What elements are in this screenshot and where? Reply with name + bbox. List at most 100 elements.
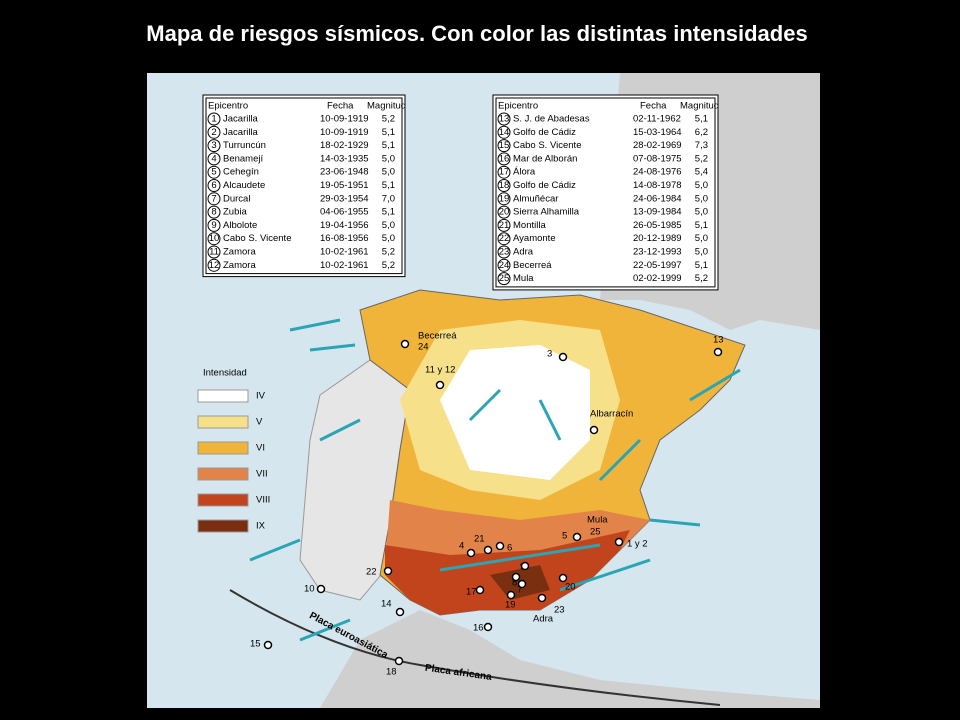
row-magnitude: 5,0 — [382, 153, 395, 164]
row-number-circle — [497, 179, 511, 192]
epicenter — [517, 579, 527, 589]
row-place: Ayamonte — [513, 233, 556, 244]
row-number: 7 — [211, 193, 216, 204]
row-magnitude: 5,1 — [382, 140, 395, 151]
column-header: Magnitud — [367, 101, 406, 112]
row-number: 12 — [209, 260, 220, 271]
legend-title: Intensidad — [203, 368, 247, 379]
map-label: 4 — [459, 541, 464, 552]
row-number-circle — [207, 112, 221, 126]
map-label: 6 — [507, 543, 512, 554]
epicenter — [263, 640, 273, 650]
row-number: 25 — [499, 273, 510, 284]
epicenter — [483, 545, 493, 555]
row-magnitude: 5,2 — [382, 114, 395, 125]
faults — [249, 318, 741, 642]
row-magnitude: 5,1 — [382, 180, 395, 191]
row-place: Cabo S. Vicente — [223, 233, 291, 244]
map-label: 8 — [512, 578, 517, 589]
epicenter — [383, 566, 393, 576]
row-magnitude: 5,0 — [695, 180, 708, 191]
row-date: 14-08-1978 — [633, 180, 682, 191]
row-number-circle — [207, 218, 221, 232]
row-number-circle — [497, 272, 511, 286]
row-date: 10-02-1961 — [320, 260, 369, 271]
row-magnitude: 5,2 — [695, 153, 708, 164]
row-number-circle — [497, 218, 511, 232]
row-date: 10-09-1919 — [320, 114, 369, 125]
row-number: 18 — [499, 180, 510, 191]
row-number-circle — [207, 139, 221, 153]
legend-label: VII — [256, 469, 268, 480]
row-place: Zubia — [223, 207, 247, 218]
row-date: 29-03-1954 — [320, 193, 369, 204]
map-label: 23 — [554, 605, 565, 616]
row-magnitude: 7,3 — [695, 140, 708, 151]
row-date: 04-06-1955 — [320, 207, 369, 218]
map-label: 16 — [473, 623, 484, 634]
legend-swatch — [197, 389, 249, 403]
row-number: 1 — [211, 114, 216, 125]
row-number: 3 — [211, 140, 216, 151]
epicenter — [475, 585, 485, 595]
row-place: Álora — [513, 167, 536, 178]
map-label: 15 — [250, 639, 261, 650]
epicenter — [520, 561, 530, 571]
row-magnitude: 5,1 — [695, 220, 708, 231]
row-magnitude: 7,0 — [382, 193, 395, 204]
row-date: 23-12-1993 — [633, 247, 682, 258]
map-label: 25 — [590, 527, 601, 538]
row-number: 11 — [209, 247, 219, 258]
row-number-circle — [207, 232, 221, 246]
row-magnitude: 6,2 — [695, 127, 708, 138]
column-header: Magnitud — [680, 101, 719, 112]
row-place: Alcaudete — [223, 180, 265, 191]
map-label: 5 — [562, 531, 567, 542]
row-place: Jacarilla — [223, 127, 259, 138]
map-label: 3 — [547, 349, 552, 360]
row-magnitude: 5,0 — [382, 220, 395, 231]
africa — [320, 610, 820, 708]
row-magnitude: 5,0 — [382, 167, 395, 178]
map-label: 10 — [304, 584, 315, 595]
row-date: 10-09-1919 — [320, 127, 369, 138]
epicenter — [316, 584, 326, 594]
epicenter — [713, 347, 723, 357]
column-header: Fecha — [640, 101, 667, 112]
map-label: 13 — [713, 335, 724, 346]
epicenter — [394, 656, 404, 666]
row-number-circle — [207, 205, 221, 219]
row-date: 14-03-1935 — [320, 153, 369, 164]
row-place: Almuñécar — [513, 193, 558, 204]
map-label: 24 — [418, 342, 429, 353]
epicenter — [572, 532, 582, 542]
legend-label: VI — [256, 443, 265, 454]
epicenter — [558, 573, 568, 583]
row-number-circle — [497, 245, 511, 259]
map-label: Becerreá — [418, 331, 457, 342]
plate-boundary — [229, 589, 721, 706]
row-place: Golfo de Cádiz — [513, 127, 576, 138]
row-number-circle — [497, 139, 511, 153]
row-date: 10-02-1961 — [320, 247, 369, 258]
row-place: Mar de Alborán — [513, 153, 577, 164]
row-number-circle — [207, 192, 221, 206]
table — [492, 94, 719, 291]
legend-label: IV — [256, 391, 266, 402]
epicenter — [483, 622, 493, 632]
row-magnitude: 5,1 — [382, 127, 395, 138]
epicenter — [435, 380, 445, 390]
row-place: Montilla — [513, 220, 546, 231]
map-label: 11 y 12 — [425, 365, 455, 376]
row-number-circle — [207, 125, 221, 139]
row-number-circle — [497, 152, 511, 166]
column-header: Epicentro — [498, 101, 538, 112]
map-label: 18 — [386, 667, 397, 678]
map-label: 7 — [517, 585, 522, 596]
row-number: 17 — [499, 167, 510, 178]
row-number: 15 — [499, 140, 510, 151]
row-place: Sierra Alhamilla — [513, 207, 580, 218]
table-inner — [205, 97, 403, 275]
